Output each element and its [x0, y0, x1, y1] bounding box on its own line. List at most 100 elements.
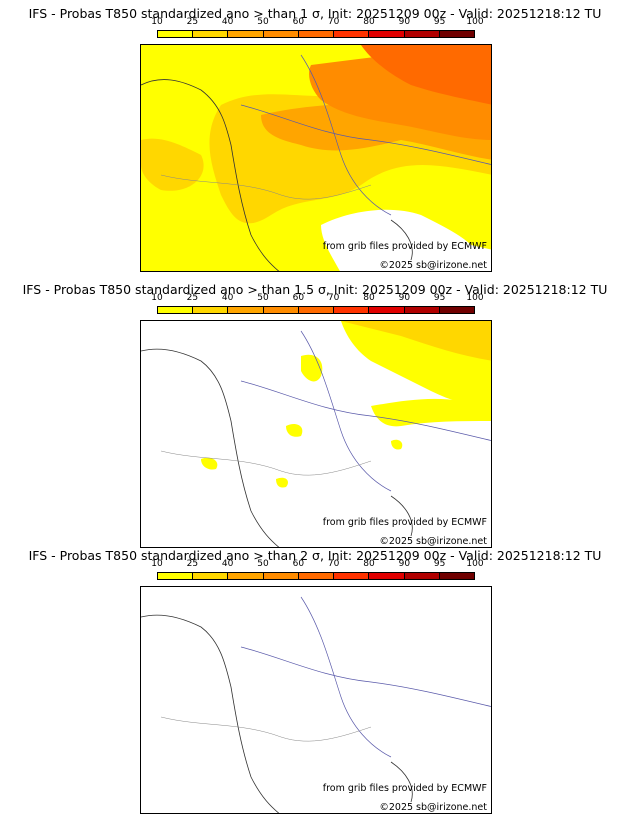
credit-source: from grib files provided by ECMWF: [322, 517, 487, 528]
colorbar-segment: [228, 31, 264, 37]
colorbar-tick-label: 60: [292, 559, 305, 569]
colorbar-ticks: 10 25 40 50 60 70 80 90 95 100: [151, 293, 483, 305]
probability-field-25: [341, 321, 491, 361]
colorbar-tick-label: 70: [327, 559, 340, 569]
colorbar-segment: [334, 573, 370, 579]
colorbar-tick-label: 95: [433, 559, 446, 569]
colorbar-segment: [193, 307, 229, 313]
river-line: [240, 104, 491, 165]
border-line: [160, 716, 372, 742]
colorbar-tick-label: 70: [327, 17, 340, 27]
colorbar-tick-label: 80: [363, 17, 375, 27]
probability-map: from grib files provided by ECMWF ©2025 …: [140, 586, 492, 814]
colorbar-segment: [298, 31, 335, 37]
border-line: [160, 450, 372, 476]
probability-field-yellow: [371, 398, 491, 427]
colorbar-segment: [334, 307, 370, 313]
colorbar: [157, 572, 475, 580]
map-panel-1sigma: IFS - Probas T850 standardized ano > tha…: [0, 6, 630, 278]
colorbar: [157, 30, 475, 38]
colorbar-tick-label: 60: [292, 293, 305, 303]
colorbar-segment: [369, 573, 405, 579]
colorbar-tick-label: 95: [433, 17, 446, 27]
colorbar-ticks: 10 25 40 50 60 70 80 90 95 100: [151, 17, 483, 29]
colorbar-tick-label: 50: [257, 559, 269, 569]
island-corsica: [390, 219, 413, 261]
colorbar-tick-label: 25: [186, 293, 199, 303]
colorbar-tick-label: 80: [363, 293, 375, 303]
river-line: [240, 646, 491, 707]
colorbar-tick-label: 50: [257, 17, 269, 27]
probability-field-25-west: [141, 138, 204, 191]
river-line: [300, 54, 392, 216]
colorbar-tick-label: 60: [292, 17, 305, 27]
colorbar-segment: [404, 573, 440, 579]
panel-title: IFS - Probas T850 standardized ano > tha…: [28, 6, 602, 21]
colorbar-segment: [158, 307, 194, 313]
border-line: [160, 174, 372, 200]
colorbar-tick-label: 90: [398, 293, 411, 303]
coastline: [141, 348, 280, 547]
colorbar-tick-label: 40: [221, 293, 234, 303]
colorbar-segment: [439, 307, 474, 313]
colorbar-segment: [298, 307, 335, 313]
colorbar-ticks: 10 25 40 50 60 70 80 90 95 100: [151, 559, 483, 571]
probability-field-60: [361, 45, 491, 105]
colorbar-segment: [263, 307, 299, 313]
colorbar-tick-label: 90: [398, 17, 411, 27]
coastline: [141, 614, 280, 813]
sea-area: [321, 209, 491, 271]
colorbar-segment: [404, 31, 440, 37]
colorbar-tick-label: 100: [466, 293, 484, 303]
credit-source: from grib files provided by ECMWF: [322, 241, 487, 252]
colorbar-tick-label: 50: [257, 293, 269, 303]
colorbar-segment: [228, 573, 264, 579]
credit-copyright: ©2025 sb@irizone.net: [379, 802, 487, 813]
colorbar-segment: [158, 573, 194, 579]
colorbar-tick-label: 40: [221, 559, 234, 569]
map-graphic: [141, 321, 491, 547]
colorbar-segment: [228, 307, 264, 313]
colorbar-tick-label: 100: [466, 17, 484, 27]
colorbar-tick-label: 40: [221, 17, 234, 27]
panel-title: IFS - Probas T850 standardized ano > tha…: [22, 282, 608, 297]
colorbar-segment: [369, 31, 405, 37]
colorbar-tick-label: 25: [186, 559, 199, 569]
probability-map: from grib files provided by ECMWF ©2025 …: [140, 320, 492, 548]
island-corsica: [390, 495, 413, 537]
colorbar: [157, 306, 475, 314]
colorbar-segment: [263, 31, 299, 37]
colorbar-tick-label: 70: [327, 293, 340, 303]
probability-map: from grib files provided by ECMWF ©2025 …: [140, 44, 492, 272]
river-line: [300, 596, 392, 758]
colorbar-tick-label: 100: [466, 559, 484, 569]
colorbar-tick-label: 90: [398, 559, 411, 569]
colorbar-tick-label: 10: [151, 559, 163, 569]
island-corsica: [390, 761, 413, 803]
colorbar-tick-label: 80: [363, 559, 375, 569]
colorbar-segment: [439, 573, 474, 579]
map-graphic: [141, 587, 491, 813]
credit-copyright: ©2025 sb@irizone.net: [379, 536, 487, 547]
credit-source: from grib files provided by ECMWF: [322, 783, 487, 794]
probability-field-yellow: [201, 457, 218, 470]
colorbar-segment: [298, 573, 335, 579]
coastline: [141, 79, 280, 271]
river-line: [240, 380, 491, 441]
colorbar-segment: [263, 573, 299, 579]
panel-title: IFS - Probas T850 standardized ano > tha…: [28, 548, 602, 563]
colorbar-segment: [334, 31, 370, 37]
background: [141, 587, 491, 813]
probability-field-yellow: [276, 477, 288, 488]
map-graphic: [141, 45, 491, 271]
colorbar-segment: [369, 307, 405, 313]
colorbar-tick-label: 25: [186, 17, 199, 27]
credit-copyright: ©2025 sb@irizone.net: [379, 260, 487, 271]
colorbar-segment: [158, 31, 194, 37]
river-line: [300, 330, 392, 492]
probability-field-yellow: [286, 424, 303, 437]
colorbar-segment: [439, 31, 474, 37]
probability-field-yellow: [391, 439, 403, 450]
colorbar-segment: [193, 573, 229, 579]
colorbar-tick-label: 10: [151, 293, 163, 303]
